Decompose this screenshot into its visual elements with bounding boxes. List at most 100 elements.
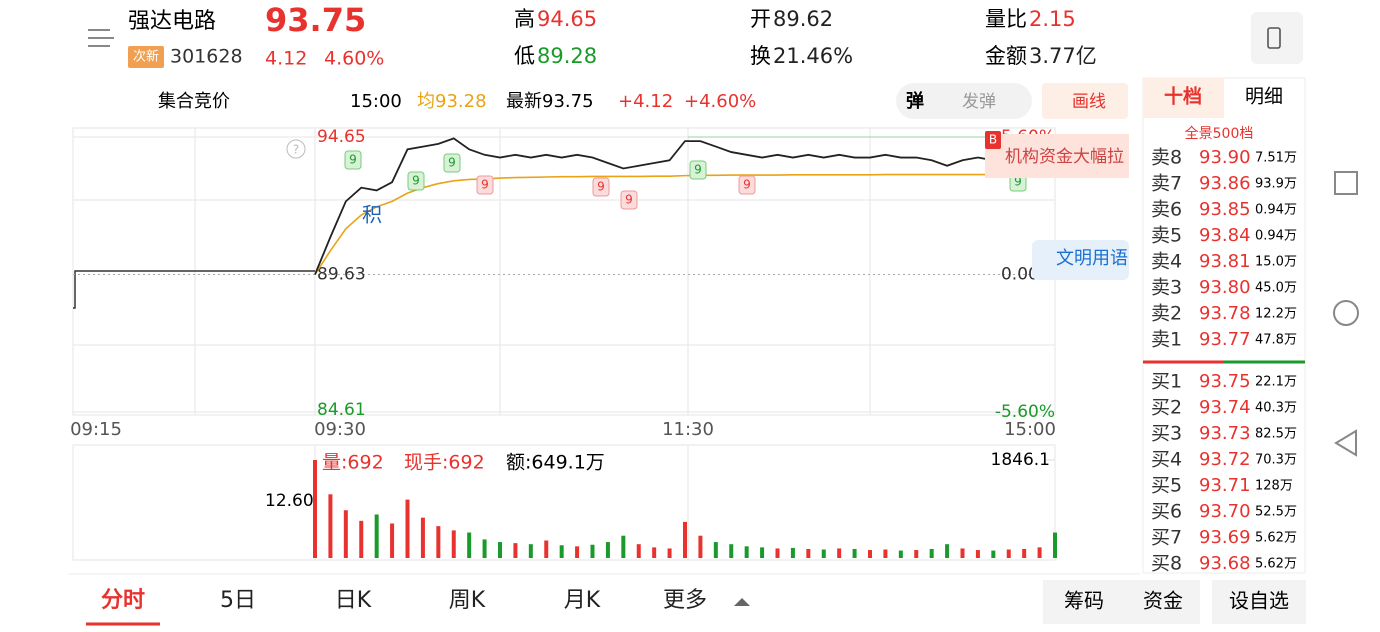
bottom-button[interactable]: 设自选: [1229, 589, 1289, 613]
signal-label: 9: [448, 156, 456, 170]
signal-tag: [738, 175, 756, 195]
note-inst[interactable]: 机构资金大幅拉: [1005, 147, 1124, 167]
y-tick-label: 89.63: [317, 265, 366, 285]
book-vol: 40.3万: [1255, 401, 1297, 416]
nav-recent[interactable]: [1334, 171, 1358, 195]
danmu-send[interactable]: 发弹: [962, 92, 996, 112]
stat-label: 换: [750, 44, 771, 68]
book-vol: 5.62万: [1255, 531, 1297, 546]
signal-label: 9: [625, 193, 633, 207]
bottom-tab[interactable]: 更多: [663, 588, 707, 613]
bottom-tab[interactable]: 月K: [564, 588, 601, 613]
stat-value: 89.62: [773, 7, 833, 31]
price: 93.75: [265, 1, 366, 39]
book-tab[interactable]: 十档: [1164, 85, 1202, 108]
stat-label: 高: [514, 7, 535, 31]
volume-bar: [436, 526, 441, 558]
book-price: 93.90: [1199, 147, 1251, 168]
stat-value: 2.15: [1029, 7, 1076, 31]
volume-bar: [313, 460, 317, 558]
danmu-toggle[interactable]: [896, 83, 1032, 119]
book-tab[interactable]: 明细: [1245, 86, 1283, 108]
stat-label: 量比: [985, 7, 1027, 31]
book-label: 卖6: [1151, 199, 1182, 221]
volume-bar: [652, 547, 657, 558]
volume-bar: [498, 542, 502, 558]
device-button[interactable]: [1251, 12, 1303, 64]
book-vol: 47.8万: [1255, 333, 1297, 348]
change: 4.12: [265, 48, 307, 70]
book-label: 买5: [1151, 475, 1182, 497]
book-price: 93.78: [1199, 303, 1251, 324]
book-vol: 45.0万: [1255, 281, 1297, 296]
bottom-button[interactable]: 资金: [1143, 589, 1183, 613]
order-book: [1142, 77, 1306, 574]
volume-bar: [821, 549, 826, 558]
volume-bar: [451, 530, 456, 558]
more-arrow: [734, 598, 750, 606]
signal-label: 9: [349, 153, 357, 167]
bottom-tab[interactable]: 日K: [335, 588, 372, 613]
book-price: 93.80: [1199, 277, 1251, 298]
volume-bar: [1053, 532, 1057, 558]
signal-label: 9: [1014, 175, 1022, 189]
bottom-tab[interactable]: 5日: [220, 588, 256, 613]
time-label: 15:00: [1004, 419, 1056, 440]
info-latest: 最新93.75: [506, 91, 594, 112]
help-mark: ?: [293, 143, 299, 157]
draw-button[interactable]: [1042, 83, 1128, 119]
volume-bar: [528, 544, 533, 558]
volume-bar: [605, 542, 610, 558]
book-title[interactable]: 全景500档: [1185, 125, 1254, 142]
book-label: 买3: [1151, 423, 1182, 445]
volume-bar: [621, 535, 626, 558]
signal-tag: [443, 153, 461, 173]
book-label: 买7: [1151, 527, 1182, 549]
volume-bar: [636, 544, 641, 558]
device-icon: [1267, 27, 1281, 49]
book-label: 卖4: [1151, 251, 1182, 273]
volume-bar: [868, 550, 872, 558]
book-price: 93.84: [1199, 225, 1251, 246]
info-change: +4.12: [618, 91, 673, 112]
book-price: 93.74: [1199, 397, 1251, 418]
book-label: 买4: [1151, 449, 1182, 471]
note-bg[interactable]: [985, 134, 1129, 178]
nav-home[interactable]: [1333, 300, 1359, 326]
time-label: 11:30: [662, 419, 714, 440]
volume-bar: [775, 548, 780, 558]
stock-name: 强达电路: [128, 9, 216, 34]
volume-bar: [883, 549, 888, 558]
menu-icon[interactable]: [88, 29, 114, 47]
volume-bar: [374, 514, 379, 558]
signal-tag: [620, 190, 638, 210]
volume-bar: [1006, 549, 1011, 558]
info-change-pct: +4.60%: [684, 91, 756, 112]
bottom-tab[interactable]: 分时: [101, 588, 145, 613]
book-price: 93.73: [1199, 423, 1251, 444]
info-time: 15:00: [350, 91, 402, 112]
book-price: 93.68: [1199, 553, 1251, 574]
signal-label: 9: [694, 163, 702, 177]
volume-bar: [929, 548, 934, 558]
btn-bg: [1043, 580, 1143, 624]
volume-bar: [328, 494, 333, 558]
bottom-tab[interactable]: 周K: [449, 588, 486, 613]
b-label: B: [989, 133, 997, 147]
nav-back[interactable]: [1334, 429, 1357, 457]
help-icon[interactable]: [286, 139, 306, 159]
volume-bar: [559, 545, 564, 558]
price-line: [314, 137, 1056, 275]
auction: 集合竞价: [158, 91, 230, 112]
volume-bar: [544, 540, 549, 558]
volume-bar: [945, 544, 950, 558]
book-label: 卖8: [1151, 147, 1182, 169]
book-vol: 15.0万: [1255, 255, 1297, 270]
volume-bar: [683, 521, 687, 558]
civil-bg[interactable]: [1032, 240, 1129, 280]
pre-market-line: [73, 270, 315, 309]
bottom-button[interactable]: 筹码: [1064, 589, 1104, 613]
volume-bar: [790, 547, 795, 558]
volume-bar: [991, 550, 996, 558]
